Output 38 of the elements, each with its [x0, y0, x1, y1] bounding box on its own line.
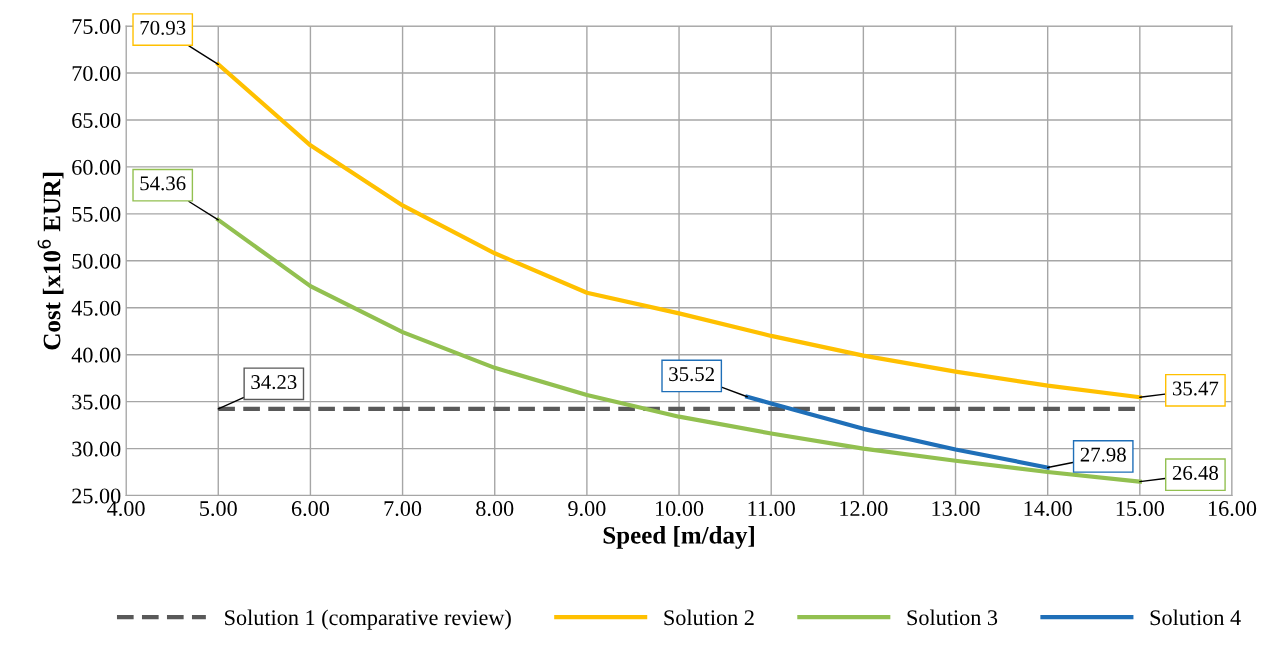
- y-tick-label: 70.00: [72, 65, 121, 82]
- y-tick-label: 30.00: [72, 441, 121, 457]
- y-tick-label: 45.00: [71, 300, 121, 316]
- line-series: [216, 62, 1142, 400]
- legend-label: Solution 4: [1150, 609, 1241, 626]
- y-tick-label: 65.00: [72, 112, 121, 128]
- x-tick-label: 14.00: [1024, 501, 1072, 517]
- y-tick-label: 75.00: [72, 19, 121, 35]
- data-label: 70.93: [140, 20, 186, 35]
- x-axis-title: Speed [m/day]: [603, 526, 754, 549]
- y-tick-label: 40.00: [71, 347, 121, 363]
- x-tick-label: 7.00: [384, 501, 422, 517]
- data-label: 26.48: [1172, 465, 1219, 480]
- x-tick-label: 9.00: [568, 501, 606, 517]
- x-tick-label: 6.00: [291, 501, 330, 517]
- data-label: 54.36: [140, 176, 186, 191]
- legend-label: Solution 3: [907, 609, 998, 626]
- y-tick-label: 50.00: [72, 253, 121, 269]
- line-series: [216, 217, 1142, 484]
- x-tick-label: 13.00: [932, 501, 980, 517]
- x-tick-label: 10.00: [656, 501, 704, 517]
- y-tick-label: 35.00: [72, 394, 121, 410]
- x-tick-label: 8.00: [476, 501, 514, 517]
- data-label: 34.23: [251, 375, 297, 390]
- data-label: 27.98: [1080, 447, 1126, 462]
- y-axis-title: Cost [x10$^{6}$ EUR]: [37, 172, 64, 350]
- legend-label: Solution 2: [664, 609, 754, 626]
- data-label: 35.47: [1172, 381, 1219, 396]
- line-series: [745, 394, 1050, 470]
- x-tick-label: 5.00: [200, 501, 237, 517]
- y-tick-label: 55.00: [72, 206, 121, 222]
- data-label: 35.52: [669, 367, 714, 382]
- y-tick-label: 60.00: [72, 159, 121, 175]
- x-tick-label: 12.00: [840, 501, 888, 517]
- x-tick-label: 11.00: [748, 501, 795, 517]
- legend-label: Solution 1 (comparative review): [225, 609, 511, 630]
- x-tick-label: 16.00: [1208, 501, 1257, 517]
- x-tick-label: 15.00: [1116, 501, 1164, 517]
